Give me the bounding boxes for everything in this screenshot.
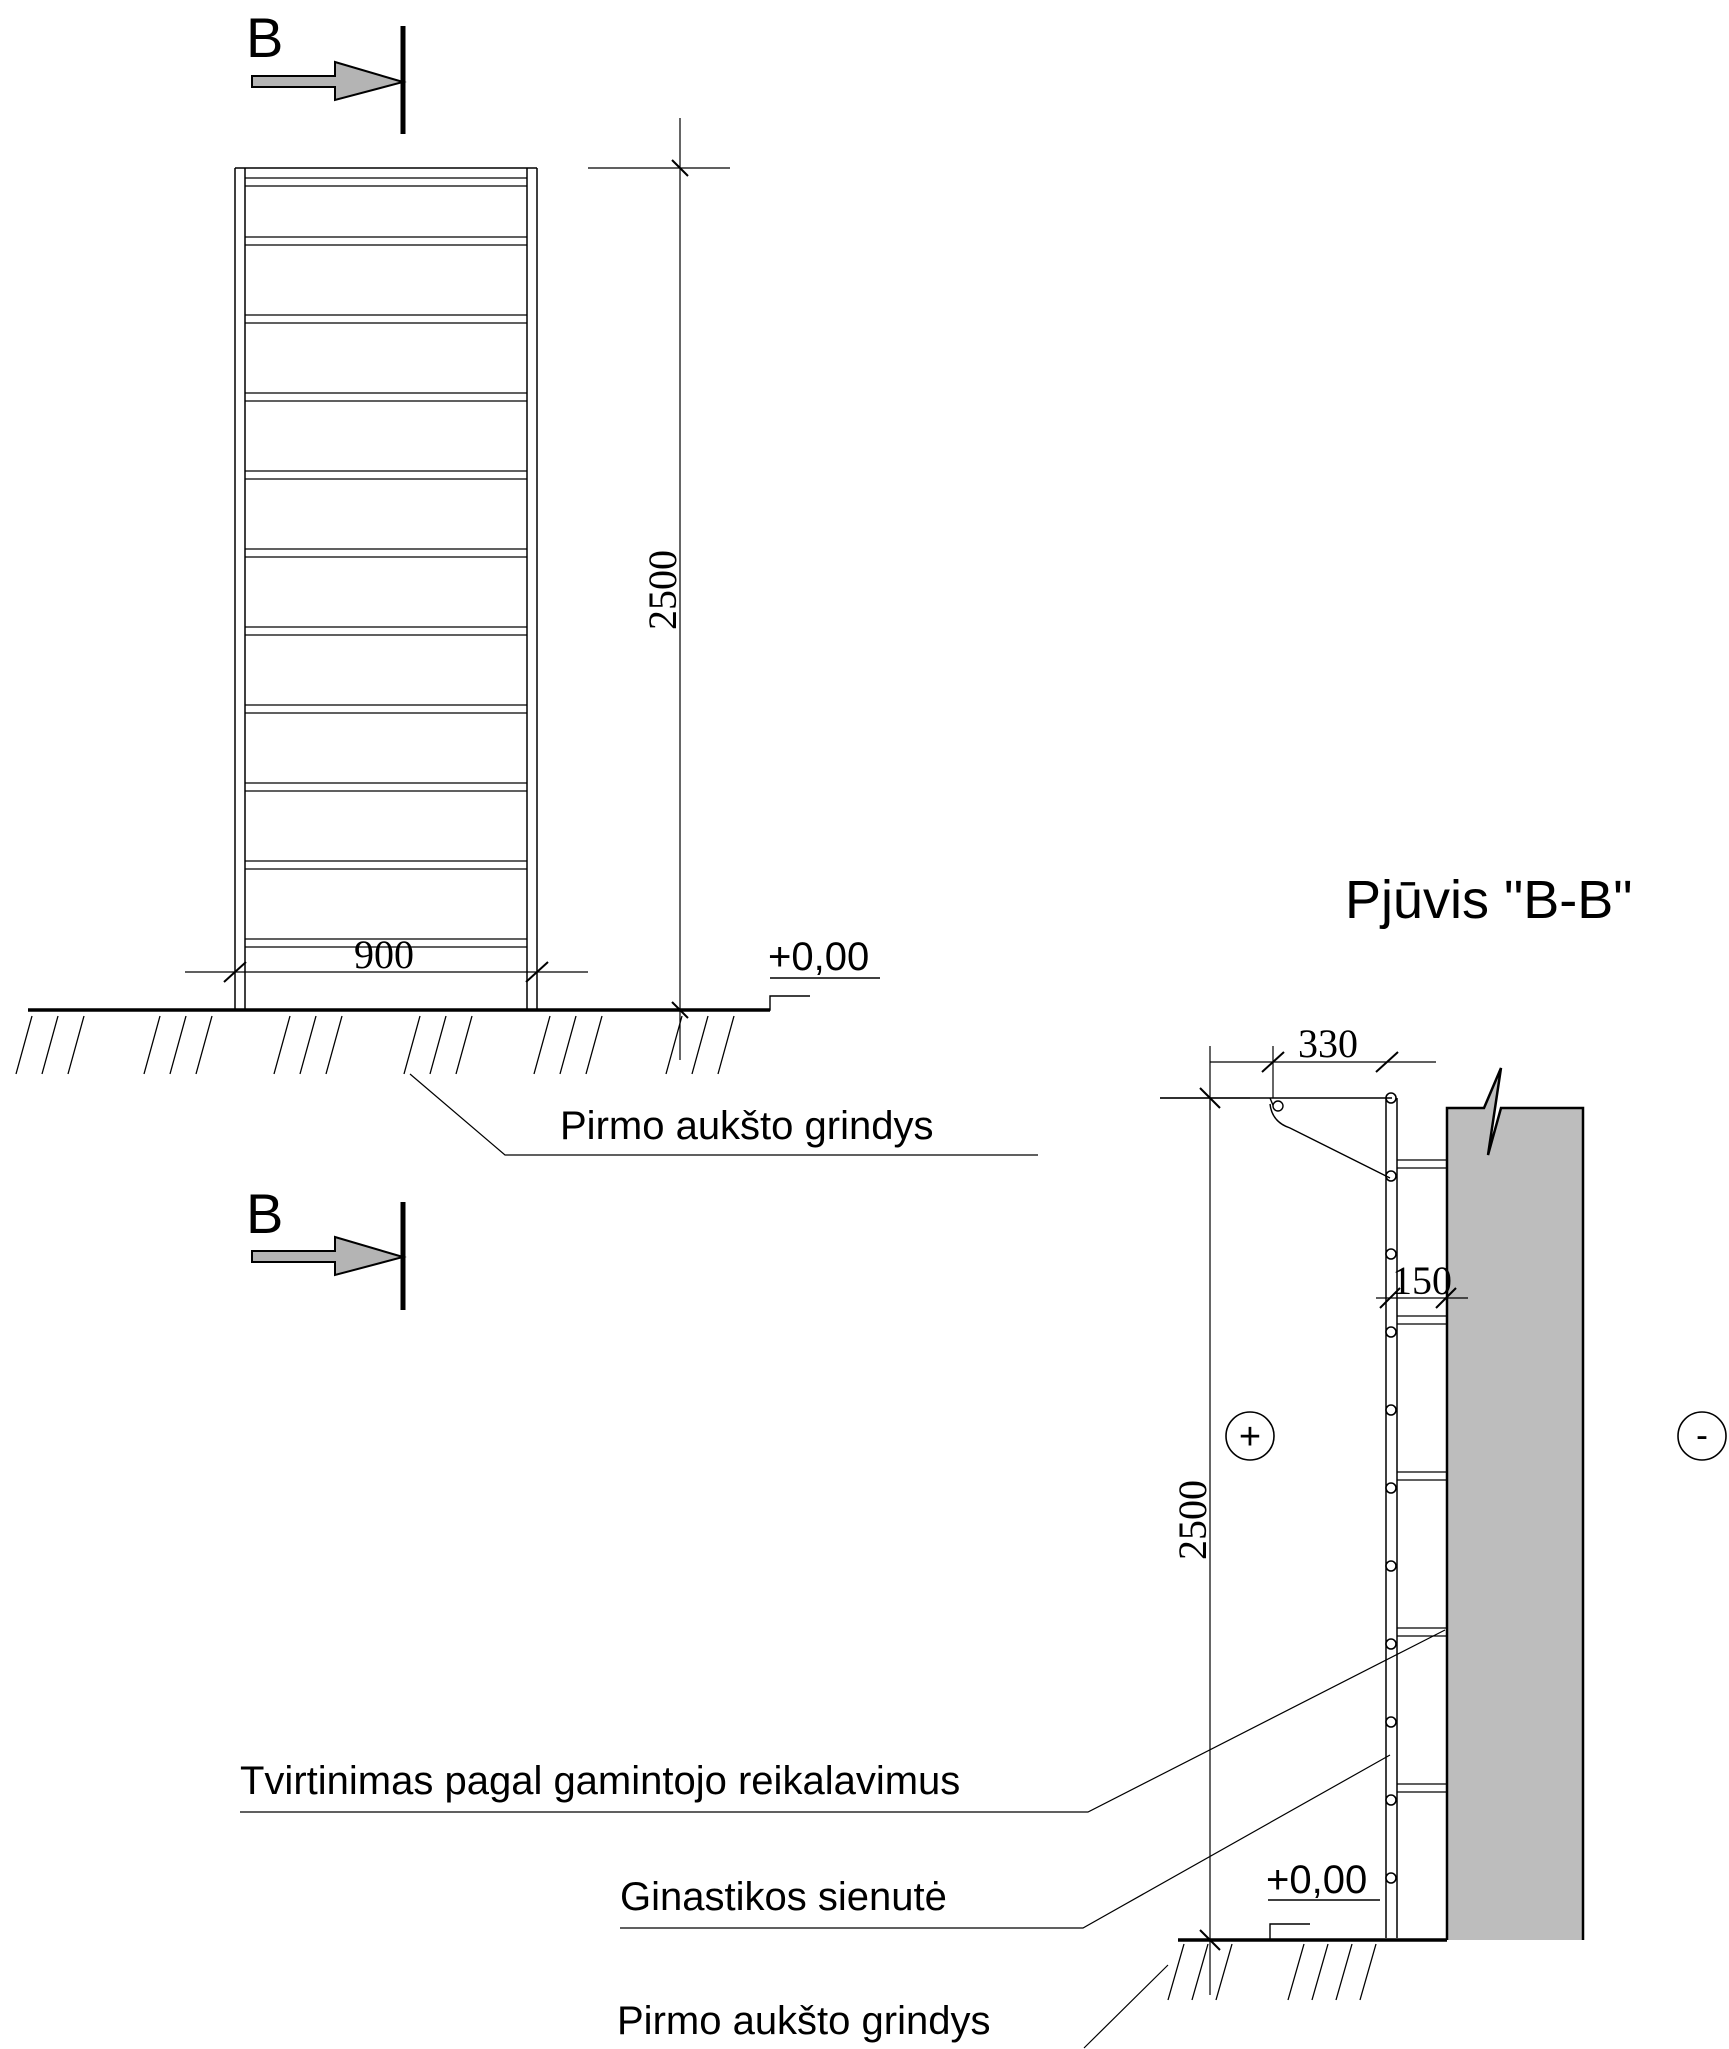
room-side-symbol: +: [1239, 1416, 1261, 1458]
elevation-height-label: 2500: [640, 550, 685, 630]
room-side-marker: +: [1225, 1411, 1275, 1461]
fixing-leader: [240, 1629, 1446, 1813]
elevation-width-label: 900: [354, 932, 414, 977]
fixing-label: Tvirtinimas pagal gamintojo reikalavimus: [240, 1759, 960, 1803]
rung-section: [1385, 1404, 1397, 1416]
hatch-line: [1287, 1943, 1305, 2001]
hatch-line: [273, 1015, 291, 1075]
hatch-line: [15, 1015, 33, 1075]
elevation-level-label: +0,00: [768, 935, 869, 979]
rung-section: [1385, 1794, 1397, 1806]
section-mark-upper: B: [246, 6, 407, 134]
section-view: Pjūvis "B-B" 330: [240, 870, 1727, 2049]
wallbars-side: [1385, 1098, 1398, 1938]
elevation-floor-leader: [409, 1073, 1038, 1156]
elevation-level-marker: [752, 977, 880, 1011]
wallbars-frame: [234, 167, 538, 1010]
hatch-line: [1167, 1943, 1185, 2001]
hatch-line: [325, 1015, 343, 1075]
rung-section: [1385, 1326, 1397, 1338]
depth-dimension-label: 330: [1298, 1021, 1358, 1066]
section-arrow-lower-icon: [251, 1235, 407, 1277]
rung-section: [1385, 1872, 1397, 1884]
rung-section: [1385, 1716, 1397, 1728]
section-floor-label: Pirmo aukšto grindys: [617, 1999, 990, 2043]
section-level-marker: [1255, 1899, 1380, 1941]
hatch-line: [717, 1015, 735, 1075]
hatch-line: [585, 1015, 603, 1075]
hatch-line: [1311, 1943, 1329, 2001]
hatch-line: [559, 1015, 577, 1075]
hatch-line: [299, 1015, 317, 1075]
hatch-line: [41, 1015, 59, 1075]
section-ground-hatch: [1167, 1943, 1377, 2001]
hatch-line: [691, 1015, 709, 1075]
hatch-line: [143, 1015, 161, 1075]
hatch-line: [455, 1015, 473, 1075]
elevation-width-dimension: [185, 961, 588, 983]
section-arrow-upper-icon: [251, 60, 407, 102]
section-title: Pjūvis "B-B": [1345, 870, 1632, 930]
offset-dimension-label: 150: [1392, 1258, 1452, 1303]
hatch-line: [1191, 1943, 1209, 2001]
hatch-line: [195, 1015, 213, 1075]
wall-section: [1447, 1068, 1583, 1940]
hatch-line: [665, 1015, 683, 1075]
section-mark-lower: B: [246, 1182, 407, 1310]
wallbars-label: Ginastikos sienutė: [620, 1875, 947, 1919]
rung-section: [1385, 1638, 1397, 1650]
elevation-floor-label: Pirmo aukšto grindys: [560, 1104, 933, 1148]
wallbars-leader: [620, 1754, 1391, 1929]
wallbars-rungs: [245, 177, 527, 948]
top-hook-arm: [1160, 1097, 1392, 1179]
hatch-line: [403, 1015, 421, 1075]
hatch-line: [533, 1015, 551, 1075]
hatch-line: [1359, 1943, 1377, 2001]
wallbars-rung-sections: [1385, 1092, 1397, 1884]
hatch-line: [1215, 1943, 1233, 2001]
hatch-line: [1335, 1943, 1353, 2001]
section-height-label: 2500: [1170, 1480, 1215, 1560]
rung-section: [1385, 1248, 1397, 1260]
section-floor-leader: [1083, 1964, 1169, 2049]
elevation-view: 2500 900 +0,00 Pirmo aukšto grindys: [15, 118, 1038, 1156]
elevation-ground-hatch: [15, 1015, 735, 1075]
wall-side-marker: -: [1677, 1411, 1727, 1461]
wall-fixing-brackets: [1397, 1159, 1447, 1793]
section-mark-lower-letter: B: [246, 1182, 283, 1245]
offset-dimension: [1376, 1287, 1468, 1309]
hatch-line: [429, 1015, 447, 1075]
rung-section: [1385, 1560, 1397, 1572]
rung-section: [1385, 1482, 1397, 1494]
wall-side-symbol: -: [1696, 1414, 1708, 1455]
section-level-label: +0,00: [1266, 1858, 1367, 1902]
hatch-line: [67, 1015, 85, 1075]
hatch-line: [169, 1015, 187, 1075]
section-mark-upper-letter: B: [246, 6, 283, 69]
